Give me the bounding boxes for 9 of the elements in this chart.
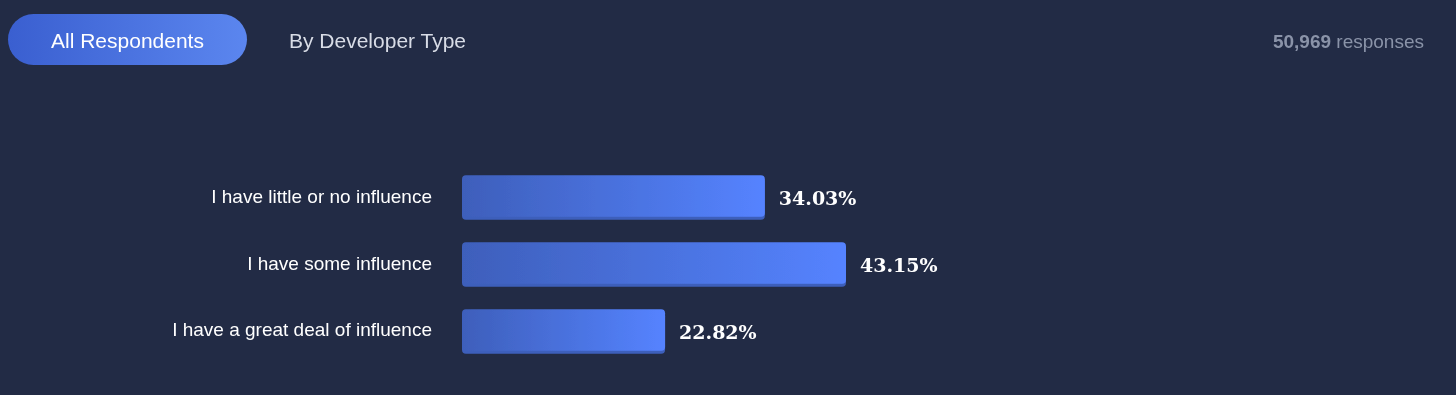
y-tick-label: I have some influence	[247, 252, 432, 274]
text: 50,969 responses	[1272, 30, 1424, 52]
text: All Respondents	[51, 28, 204, 52]
text: By Developer Type	[289, 28, 467, 52]
data-label: 43.15%	[860, 254, 938, 276]
data-label: 22.82%	[679, 320, 757, 343]
data-label: 34.03%	[778, 187, 857, 210]
y-tick-label: I have little or no influence	[211, 185, 432, 207]
y-tick-label: I have a great deal of influence	[172, 319, 432, 341]
